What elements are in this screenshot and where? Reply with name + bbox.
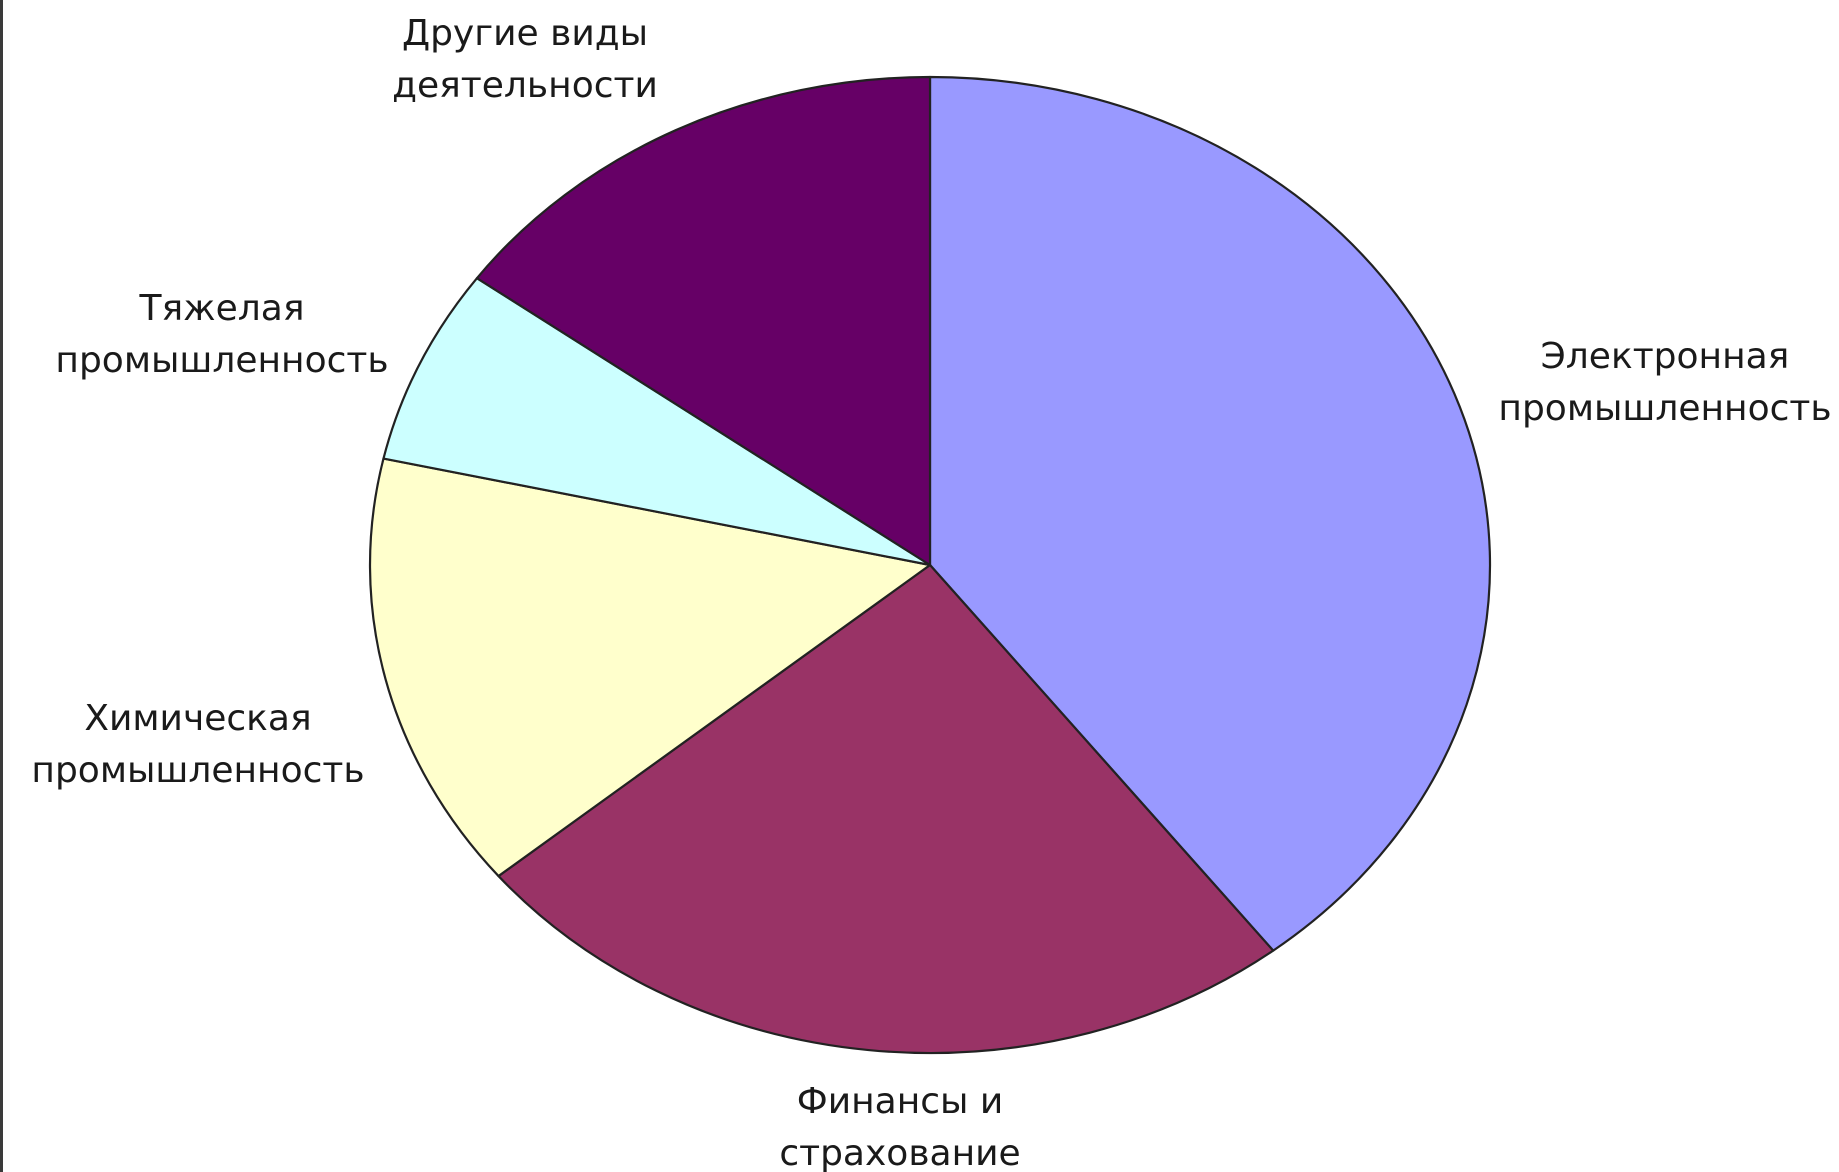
pie-slices — [368, 75, 1492, 1055]
pie-slice-5 — [475, 75, 932, 567]
slice-label-line: Финансы и — [797, 1081, 1004, 1122]
slice-label-line: промышленность — [31, 750, 364, 791]
slice-label-3: Химическая промышленность — [31, 698, 364, 791]
slice-label-line: Химическая — [84, 698, 311, 739]
slice-label-line: Другие виды — [402, 13, 648, 54]
slice-label-line: промышленность — [55, 340, 388, 381]
slice-label-line: Тяжелая — [139, 288, 305, 329]
pie-slice-2 — [497, 563, 1275, 1055]
pie-slice-1 — [928, 75, 1492, 952]
slice-label-5: Другие виды деятельности — [392, 13, 658, 106]
slice-label-line: деятельности — [392, 65, 658, 106]
pie-slice-3 — [368, 457, 932, 878]
pie-slice-4 — [382, 277, 932, 567]
slice-label-line: промышленность — [1498, 388, 1831, 429]
slice-label-line: страхование — [779, 1133, 1020, 1172]
frame-left-border — [0, 0, 3, 1172]
pie-labels: Электронная промышленность Финансы и страхо… — [31, 13, 1831, 1172]
slice-label-line: Электронная — [1541, 336, 1790, 377]
slice-label-2: Финансы и страхование — [779, 1081, 1020, 1172]
slice-label-4: Тяжелая промышленность — [55, 288, 388, 381]
slice-label-1: Электронная промышленность — [1498, 336, 1831, 429]
